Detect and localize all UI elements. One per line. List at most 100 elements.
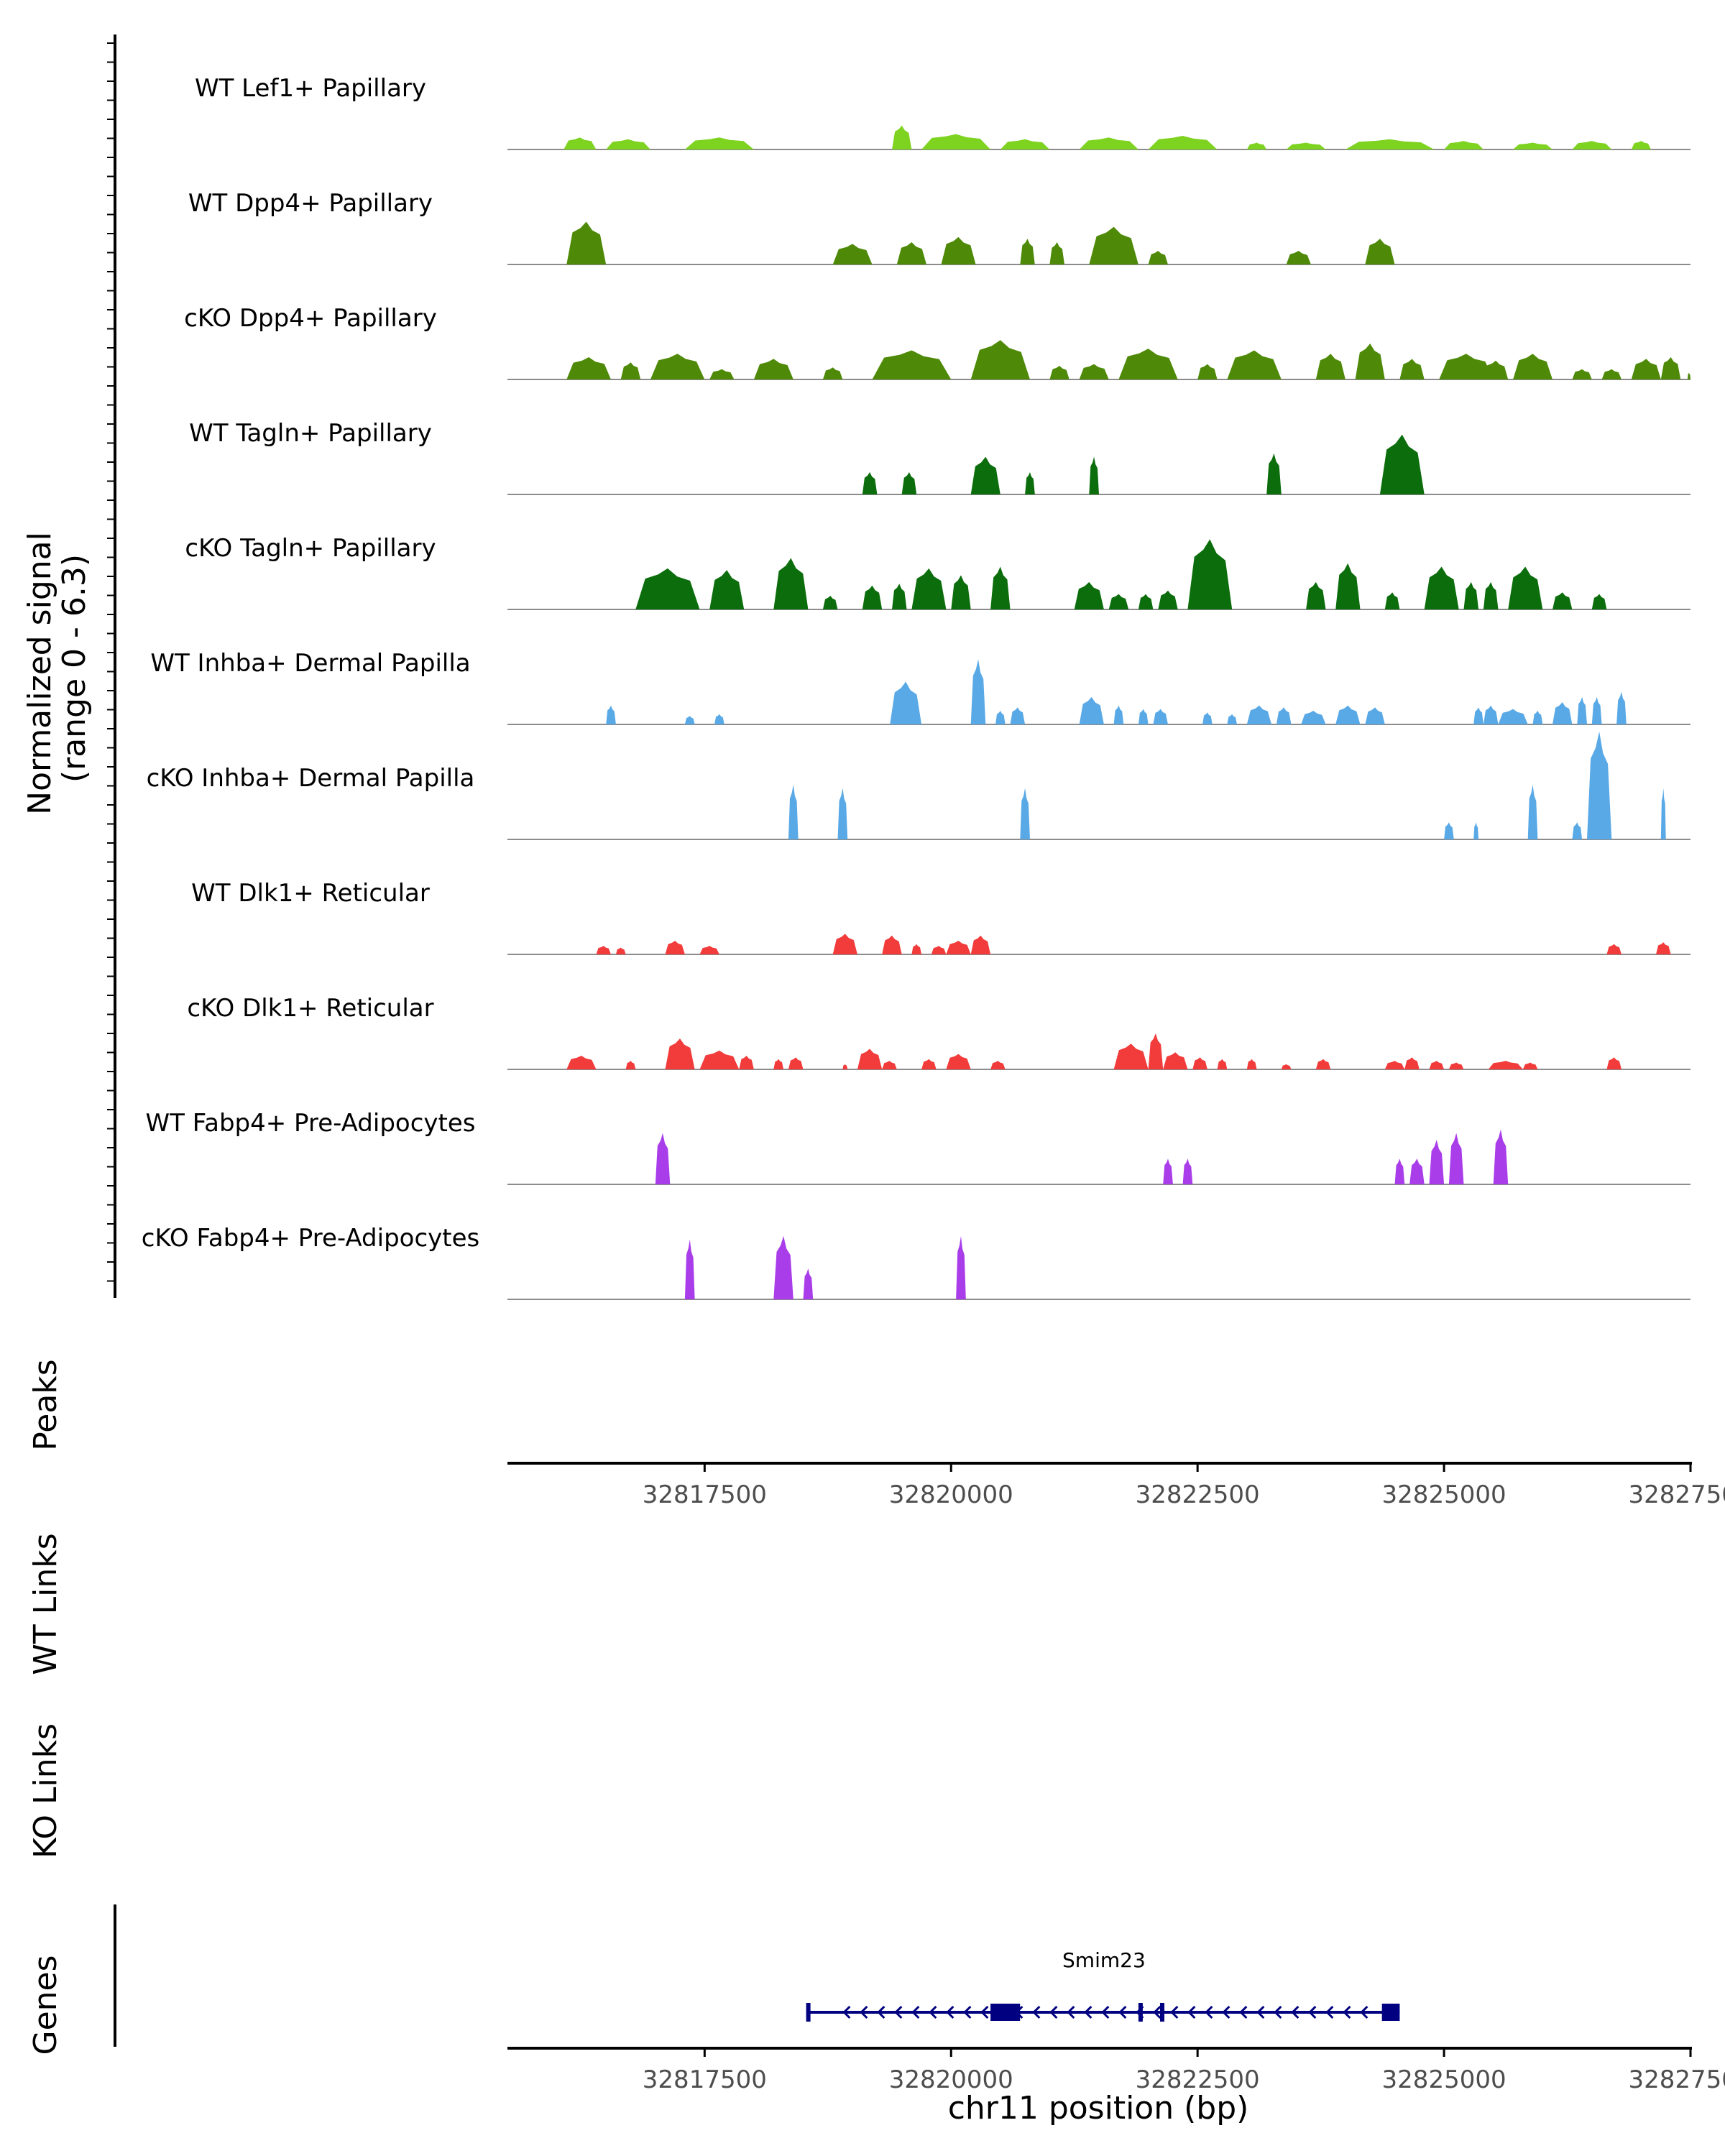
coverage-peak — [1010, 707, 1026, 724]
coverage-peak — [842, 1064, 848, 1069]
coverage-peak — [1148, 251, 1168, 264]
track-3: WT Tagln+ Papillary — [189, 419, 1690, 495]
coverage-peak — [606, 705, 616, 724]
coverage-peak — [1483, 360, 1509, 379]
coverage-peak — [699, 946, 719, 954]
x-tick-label: 32820000 — [889, 1480, 1013, 1509]
gene-model-smim23: Smim23 — [806, 1948, 1400, 2022]
strand-arrow — [1067, 2005, 1075, 2019]
coverage-peak — [1079, 696, 1104, 724]
coverage-peak — [1448, 1062, 1464, 1069]
coverage-peak — [931, 946, 947, 954]
strand-arrow — [911, 2005, 920, 2019]
track-label: cKO Tagln+ Papillary — [185, 534, 436, 563]
coverage-peak — [892, 584, 907, 609]
coverage-peak — [921, 1059, 937, 1069]
genes-label: Genes — [27, 1955, 64, 2055]
coverage-peak — [941, 236, 976, 264]
coverage-peak — [1399, 359, 1425, 379]
gene-exon — [806, 2003, 811, 2022]
coverage-peak — [1025, 472, 1035, 494]
track-label: WT Tagln+ Papillary — [189, 419, 432, 448]
coverage-peak — [1572, 822, 1583, 839]
track-label: cKO Inhba+ Dermal Papilla — [147, 764, 475, 793]
coverage-peak — [946, 1054, 971, 1069]
coverage-peak — [1513, 142, 1552, 149]
coverage-peak — [1473, 822, 1479, 839]
coverage-peak — [1138, 594, 1154, 609]
strand-arrow — [1343, 2005, 1351, 2019]
coverage-peak — [1493, 1129, 1509, 1184]
x-tick-label: 32827500 — [1628, 1480, 1725, 1509]
coverage-peak — [1606, 1057, 1622, 1069]
track-9: WT Fabp4+ Pre-Adipocytes — [146, 1109, 1690, 1185]
coverage-peak — [970, 456, 1000, 494]
coverage-peak — [1089, 226, 1138, 264]
track-label: WT Inhba+ Dermal Papilla — [150, 649, 470, 678]
coverage-peak — [970, 340, 1030, 379]
coverage-peak — [788, 784, 799, 839]
coverage-peak — [1591, 594, 1607, 609]
coverage-peak — [1429, 1140, 1445, 1184]
track-10: cKO Fabp4+ Pre-Adipocytes — [142, 1224, 1690, 1300]
coverage-peak — [753, 359, 794, 379]
coverage-peak — [1572, 141, 1612, 149]
coverage-peak — [1384, 592, 1400, 609]
coverage-peak — [1498, 709, 1528, 724]
coverage-peak — [1616, 691, 1627, 724]
coverage-peak — [1424, 566, 1459, 609]
coverage-peak — [822, 596, 838, 609]
coverage-y-axis — [107, 34, 116, 1298]
coverage-peak — [1182, 1158, 1193, 1184]
coverage-peak — [970, 659, 986, 724]
strand-arrow — [1222, 2005, 1230, 2019]
coverage-peak — [1656, 942, 1671, 954]
coverage-peak — [1409, 1158, 1425, 1184]
coverage-peak — [1365, 239, 1395, 264]
strand-arrow — [1325, 2005, 1334, 2019]
strand-arrow — [1084, 2005, 1092, 2019]
strand-arrow — [1118, 2005, 1127, 2019]
coverage-peak — [1079, 364, 1109, 379]
strand-arrow — [963, 2005, 972, 2019]
coverage-peak — [773, 558, 809, 609]
coverage-peak — [564, 137, 597, 149]
x-tick-label: 32822500 — [1136, 1480, 1260, 1509]
x-tick-label: 32825000 — [1382, 2065, 1506, 2094]
strand-arrow — [946, 2005, 954, 2019]
coverage-peak — [620, 362, 641, 379]
region-x-axis-top: 32817500 32820000 32822500 32825000 32827500 — [507, 1462, 1725, 1509]
coverage-peak — [1587, 732, 1612, 839]
coverage-peak — [1089, 456, 1099, 494]
coverage-peak — [911, 944, 922, 954]
coverage-peak — [1187, 539, 1233, 609]
coverage-peak — [625, 1061, 636, 1069]
coverage-peak — [739, 1056, 754, 1069]
coverage-peak — [1138, 709, 1149, 724]
coverage-peak — [1301, 711, 1326, 724]
strand-arrow — [1256, 2005, 1265, 2019]
coverage-peak — [1306, 581, 1326, 609]
coverage-peak — [714, 714, 724, 724]
coverage-peak — [1202, 712, 1213, 724]
coverage-peak — [1246, 705, 1271, 724]
coverage-peak — [1463, 581, 1479, 609]
strand-arrow — [1291, 2005, 1300, 2019]
x-tick-label: 32817500 — [643, 1480, 767, 1509]
coverage-peak — [1394, 1158, 1405, 1184]
strand-arrow — [894, 2005, 903, 2019]
coverage-peak — [655, 1133, 671, 1184]
x-tick-label: 32817500 — [643, 2065, 767, 2094]
coverage-peak — [1281, 1064, 1292, 1069]
coverage-peak — [892, 125, 912, 149]
strand-arrow — [980, 2005, 989, 2019]
coverage-peak — [1384, 1061, 1405, 1069]
coverage-peak — [1591, 696, 1602, 724]
strand-arrow — [842, 2005, 851, 2019]
strand-arrow — [877, 2005, 886, 2019]
coverage-peak — [1552, 702, 1573, 724]
coverage-peak — [1118, 349, 1178, 379]
strand-arrow — [929, 2005, 937, 2019]
coverage-peak — [699, 1050, 740, 1069]
coverage-y-axis-ticks — [107, 42, 115, 1282]
